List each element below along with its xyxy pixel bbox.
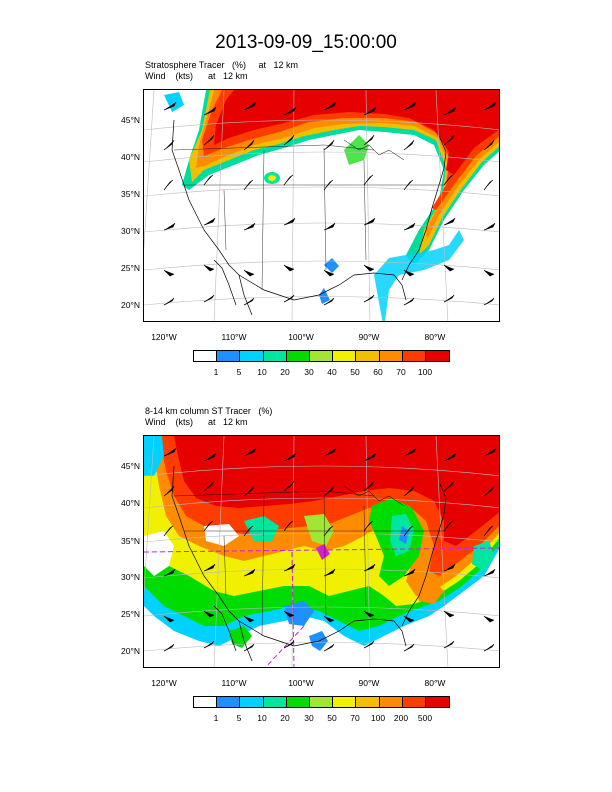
colorbar-swatch <box>309 351 334 361</box>
panel1-lat-label: 30°N <box>121 226 140 236</box>
panel1-colorbar-label: 50 <box>350 367 360 377</box>
panel2-colorbar-label: 30 <box>304 713 314 723</box>
panel2-lat-label: 40°N <box>121 498 140 508</box>
panel2-lat-label: 45°N <box>121 461 140 471</box>
panel1-lat-label: 25°N <box>121 263 140 273</box>
panel1-wind-barbs <box>163 101 497 306</box>
colorbar-swatch <box>240 351 264 361</box>
colorbar-swatch <box>286 351 310 361</box>
panel2-wind-barbs <box>163 447 497 652</box>
panel1-lon-label: 120°W <box>151 332 177 342</box>
panel1-colorbar-label: 40 <box>327 367 337 377</box>
panel1-lat-label: 35°N <box>121 189 140 199</box>
panel2-lat-label: 20°N <box>121 646 140 656</box>
panel1-colorbar-label: 10 <box>257 367 267 377</box>
colorbar-swatch <box>402 351 426 361</box>
colorbar-swatch <box>240 697 264 707</box>
panel2-lat-label: 35°N <box>121 536 140 546</box>
panel2-lon-label: 100°W <box>288 678 314 688</box>
panel2-colorbar <box>193 696 451 708</box>
panel1-map <box>143 89 500 322</box>
panel1-lon-label: 80°W <box>424 332 446 342</box>
panel1-tracer-shading <box>164 90 499 321</box>
colorbar-swatch <box>333 351 357 361</box>
panel2-colorbar-label: 50 <box>327 713 337 723</box>
colorbar-swatch <box>425 351 450 361</box>
panel2-colorbar-label: 500 <box>417 713 433 723</box>
panel1-lat-label: 45°N <box>121 115 140 125</box>
panel1-colorbar-label: 30 <box>304 367 314 377</box>
colorbar-swatch <box>217 697 241 707</box>
panel1-colorbar-label: 100 <box>417 367 433 377</box>
panel1-map-canvas <box>144 90 499 321</box>
panel1-lon-label: 110°W <box>221 332 247 342</box>
panel2-colorbar-label: 20 <box>280 713 290 723</box>
panel1-lon-label: 100°W <box>288 332 314 342</box>
panel1-subtitle-line2: Wind (kts) at 12 km <box>145 71 248 81</box>
panel1-coastlines <box>171 119 447 316</box>
colorbar-swatch <box>286 697 310 707</box>
colorbar-swatch <box>356 697 380 707</box>
colorbar-swatch <box>263 351 287 361</box>
panel2-subtitle-line2: Wind (kts) at 12 km <box>145 417 248 427</box>
panel2-lat-label: 30°N <box>121 572 140 582</box>
panel2-colorbar-label: 10 <box>257 713 267 723</box>
panel1-subtitle-line1: Stratosphere Tracer (%) at 12 km <box>145 60 299 70</box>
panel1-colorbar-label: 20 <box>280 367 290 377</box>
panel1-lat-label: 40°N <box>121 152 140 162</box>
panel2-colorbar-label: 5 <box>236 713 242 723</box>
colorbar-swatch <box>309 697 334 707</box>
panel2-lat-label: 25°N <box>121 609 140 619</box>
panel2-colorbar-label: 100 <box>370 713 386 723</box>
panel2-lon-label: 120°W <box>151 678 177 688</box>
panel1-colorbar-label: 70 <box>396 367 406 377</box>
panel1-colorbar-label: 60 <box>373 367 383 377</box>
colorbar-swatch <box>217 351 241 361</box>
panel2-subtitle-line1: 8-14 km column ST Tracer (%) <box>145 406 273 416</box>
panel2-dashed-box <box>144 547 499 667</box>
panel1-colorbar <box>193 350 451 362</box>
panel1-graticule <box>144 90 499 321</box>
panel2-coastlines <box>171 465 447 662</box>
panel1-lat-label: 20°N <box>121 300 140 310</box>
colorbar-swatch <box>194 697 218 707</box>
panel2-map-canvas <box>144 436 499 667</box>
colorbar-swatch <box>425 697 450 707</box>
panel1-colorbar-label: 1 <box>213 367 219 377</box>
colorbar-swatch <box>333 697 357 707</box>
panel2-lon-label: 110°W <box>221 678 247 688</box>
colorbar-swatch <box>379 697 403 707</box>
panel2-map <box>143 435 500 668</box>
colorbar-swatch <box>263 697 287 707</box>
panel2-tracer-shading <box>144 436 499 651</box>
colorbar-swatch <box>356 351 380 361</box>
colorbar-swatch <box>402 697 426 707</box>
panel1-colorbar-label: 5 <box>236 367 242 377</box>
panel2-graticule <box>144 436 499 667</box>
panel1-lon-label: 90°W <box>358 332 380 342</box>
panel2-colorbar-label: 200 <box>393 713 409 723</box>
panel2-colorbar-label: 70 <box>350 713 360 723</box>
figure-title: 2013-09-09_15:00:00 <box>215 32 397 53</box>
panel2-lon-label: 90°W <box>358 678 380 688</box>
panel2-colorbar-label: 1 <box>213 713 219 723</box>
panel2-lon-label: 80°W <box>424 678 446 688</box>
colorbar-swatch <box>194 351 218 361</box>
colorbar-swatch <box>379 351 403 361</box>
